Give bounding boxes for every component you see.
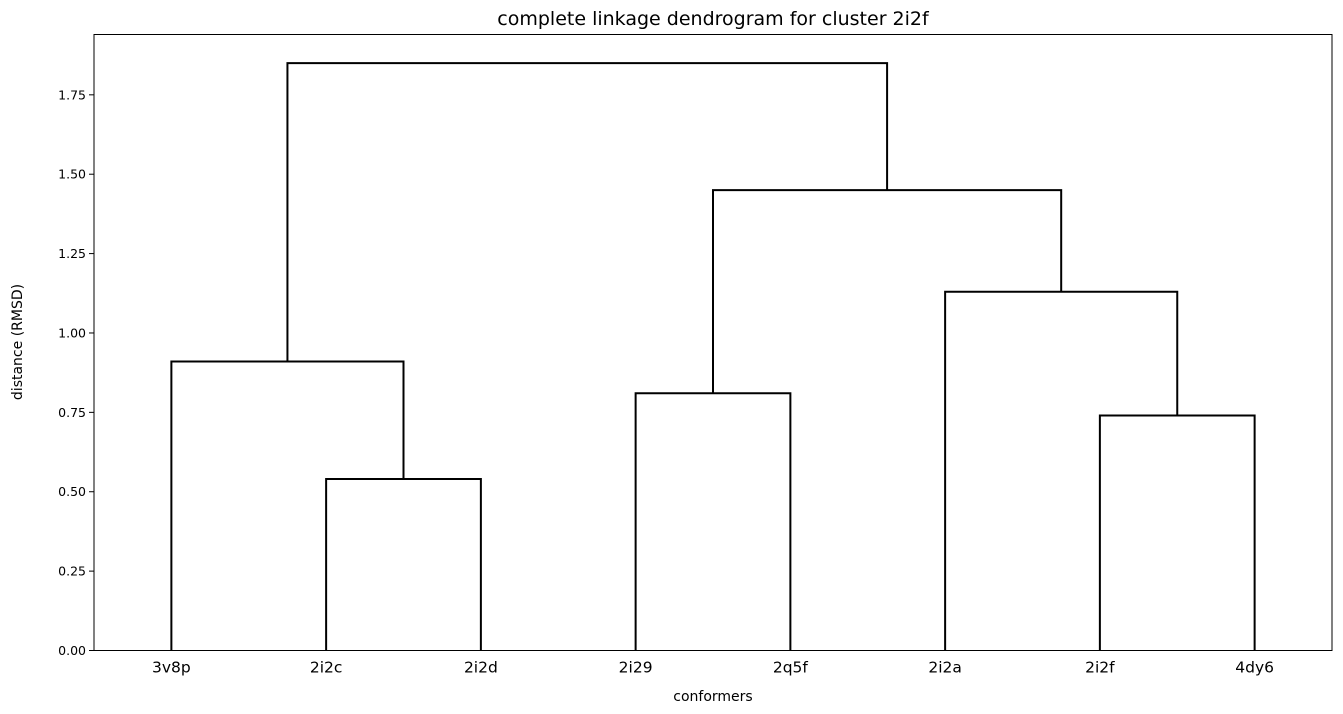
y-tick-label: 1.50 xyxy=(58,167,86,182)
x-tick-label: 2i29 xyxy=(619,659,653,677)
dendrogram-link-7 xyxy=(286,62,889,362)
y-tick-label: 1.75 xyxy=(58,87,86,102)
dendrogram-link-2 xyxy=(1098,414,1256,651)
dendrogram-link-4 xyxy=(170,360,405,651)
dendrogram-link-1 xyxy=(325,478,482,651)
x-tick-label: 3v8p xyxy=(152,659,191,677)
y-tick-label: 0.25 xyxy=(58,564,86,579)
x-axis-label: conformers xyxy=(673,689,752,705)
y-tick-label: 0.75 xyxy=(58,405,86,420)
y-axis-label: distance (RMSD) xyxy=(10,284,26,400)
y-tick-label: 1.00 xyxy=(58,325,86,340)
dendrogram-link-3 xyxy=(634,392,792,651)
plot-frame xyxy=(93,34,1333,651)
chart-title: complete linkage dendrogram for cluster … xyxy=(497,8,930,30)
x-tick-label: 2i2f xyxy=(1085,659,1115,677)
y-axis: 0.00 0.25 0.50 0.75 1.00 1.25 1.50 1.75 xyxy=(58,87,94,658)
x-tick-label: 4dy6 xyxy=(1235,659,1274,677)
y-tick-label: 1.25 xyxy=(58,246,86,261)
dendrogram-link-5 xyxy=(944,290,1179,651)
x-tick-label: 2i2a xyxy=(928,659,962,677)
x-tick-label: 2i2c xyxy=(310,659,343,677)
dendrogram-links xyxy=(170,62,1256,651)
y-tick-label: 0.00 xyxy=(58,643,86,658)
dendrogram-link-6 xyxy=(712,189,1063,394)
y-tick-label: 0.50 xyxy=(58,484,86,499)
x-tick-label: 2i2d xyxy=(464,659,498,677)
x-axis: 3v8p 2i2c 2i2d 2i29 2q5f 2i2a 2i2f 4dy6 xyxy=(152,659,1274,677)
x-tick-label: 2q5f xyxy=(773,659,809,677)
